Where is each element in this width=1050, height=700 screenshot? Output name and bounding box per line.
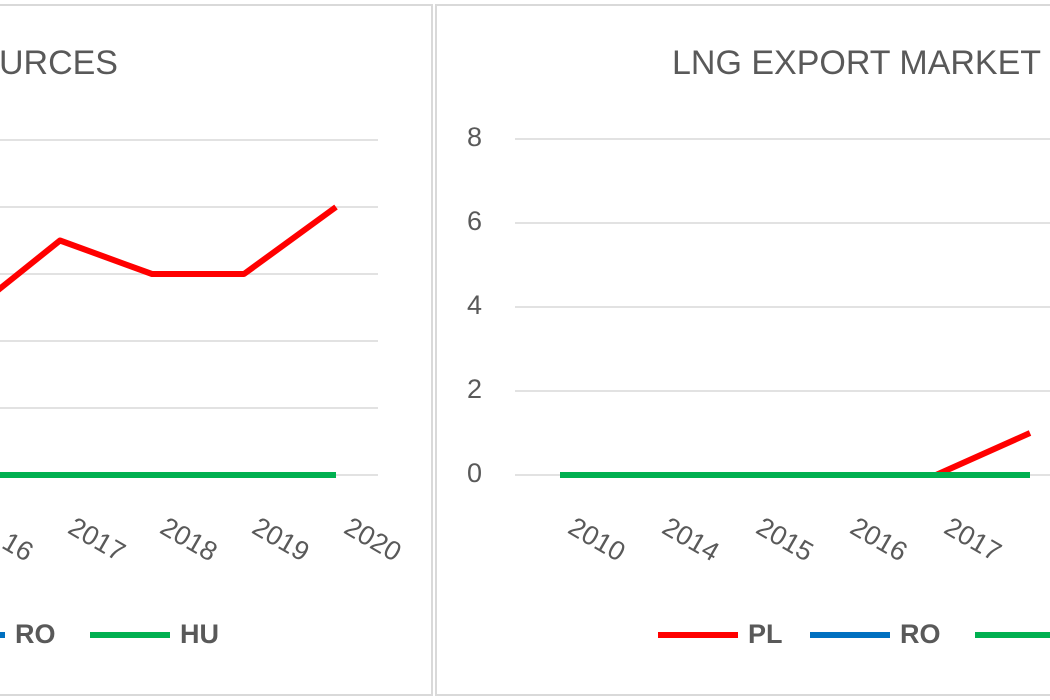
- chart-title: URCES: [0, 44, 118, 82]
- legend-label: PL: [748, 619, 783, 649]
- y-tick-label: 8: [467, 122, 482, 152]
- chart-title: LNG EXPORT MARKET: [672, 44, 1041, 82]
- y-tick-label: 2: [467, 374, 482, 404]
- data-line: [0, 204, 338, 293]
- y-tick-label: 6: [467, 206, 482, 236]
- legend-label: RO: [15, 619, 56, 649]
- legend-label: RO: [900, 619, 941, 649]
- panel-right: [435, 4, 1050, 696]
- legend-label: HU: [180, 619, 219, 649]
- y-tick-label: 0: [467, 458, 482, 488]
- y-tick-label: 4: [467, 290, 482, 320]
- panel-left: [0, 4, 433, 696]
